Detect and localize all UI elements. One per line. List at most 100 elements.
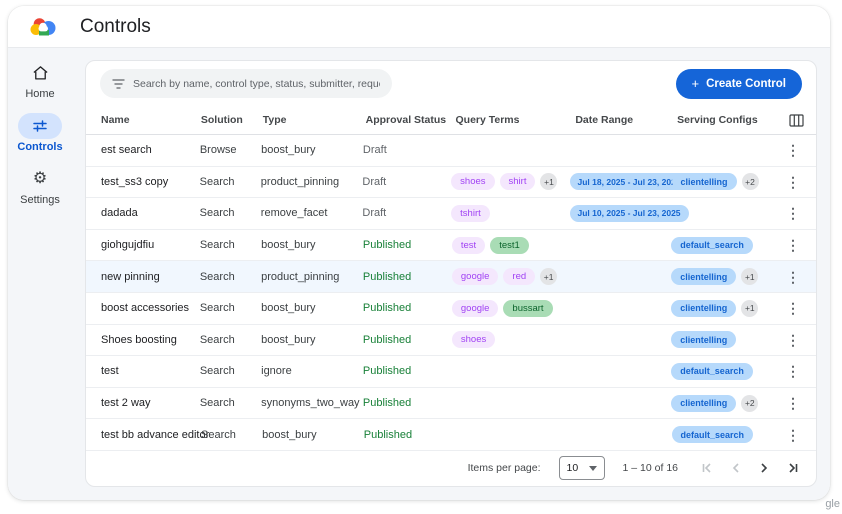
cell-solution: Search bbox=[199, 239, 235, 252]
row-menu-button[interactable]: ⋮ bbox=[786, 363, 800, 380]
search-pill[interactable] bbox=[100, 69, 392, 98]
controls-table-card: + Create Control Name Solution Type Appr… bbox=[85, 60, 817, 487]
date-range-chip: Jul 10, 2025 - Jul 23, 2025 bbox=[569, 204, 689, 222]
chip: default_search bbox=[671, 426, 754, 444]
chip: google bbox=[451, 268, 499, 286]
cell-query-terms: google red +1 bbox=[451, 268, 571, 286]
column-picker-button[interactable] bbox=[789, 113, 804, 127]
chip: shoes bbox=[451, 331, 496, 349]
gear-icon: ⚙ bbox=[32, 170, 48, 187]
cell-type: boost_bury bbox=[261, 239, 316, 252]
chip: +1 bbox=[741, 299, 759, 317]
chip: clientelling bbox=[671, 331, 737, 349]
cell-solution: Search bbox=[201, 428, 236, 441]
sidebar-item-settings[interactable]: ⚙ Settings bbox=[18, 166, 62, 207]
app-body: Home Controls ⚙ Settings bbox=[8, 48, 830, 500]
cell-approval-status: Published bbox=[362, 270, 412, 283]
chevron-right-icon bbox=[761, 463, 768, 474]
row-menu-button[interactable]: ⋮ bbox=[786, 426, 800, 443]
row-menu-button[interactable]: ⋮ bbox=[785, 173, 800, 190]
cell-name: test bbox=[101, 365, 119, 378]
cell-name: boost accessories bbox=[101, 302, 190, 315]
pagination-bar: Items per page: 10 1 – 10 of 16 bbox=[86, 451, 816, 486]
row-menu-button[interactable]: ⋮ bbox=[786, 395, 800, 412]
cell-approval-status: Published bbox=[362, 397, 412, 410]
cell-solution: Search bbox=[199, 175, 235, 188]
chip: shoes bbox=[451, 173, 495, 191]
filter-icon bbox=[112, 78, 125, 89]
create-control-label: Create Control bbox=[706, 77, 786, 90]
watermark-text: gle bbox=[825, 498, 840, 510]
header-solution: Solution bbox=[200, 114, 243, 126]
sidebar-item-label: Controls bbox=[17, 141, 63, 153]
header-type: Type bbox=[262, 114, 287, 126]
table-row[interactable]: test_ss3 copy Search product_pinning Dra… bbox=[86, 166, 816, 199]
first-page-button[interactable] bbox=[702, 463, 712, 474]
cell-solution: Search bbox=[199, 365, 235, 378]
table-row[interactable]: test 2 way Search synonyms_two_way Publi… bbox=[86, 387, 816, 420]
table-row[interactable]: Shoes boosting Search boost_bury Publish… bbox=[86, 324, 816, 357]
search-input[interactable] bbox=[133, 77, 380, 90]
previous-page-button[interactable] bbox=[732, 463, 740, 474]
cell-type: boost_bury bbox=[261, 144, 316, 157]
items-per-page-label: Items per page: bbox=[467, 462, 541, 475]
chip: clientelling bbox=[671, 173, 737, 191]
cell-name: test_ss3 copy bbox=[101, 175, 169, 188]
cell-date-range: Jul 10, 2025 - Jul 23, 2025 bbox=[569, 204, 689, 222]
cell-query-terms: google bussart bbox=[451, 299, 571, 317]
cell-query-terms: tshirt bbox=[451, 204, 569, 222]
table-row[interactable]: est search Browse boost_bury Draft ⋮ bbox=[86, 135, 816, 167]
header-serving-configs: Serving Configs bbox=[677, 114, 758, 126]
table-row[interactable]: test bb advance editor Search boost_bury… bbox=[86, 419, 816, 451]
table-row[interactable]: giohgujdfiu Search boost_bury Published … bbox=[86, 229, 816, 262]
cell-name: new pinning bbox=[101, 270, 160, 283]
cell-serving-configs: default_search bbox=[671, 236, 782, 254]
last-page-button[interactable] bbox=[788, 463, 798, 474]
cell-approval-status: Draft bbox=[362, 175, 387, 188]
cell-type: remove_facet bbox=[260, 207, 328, 220]
tune-icon bbox=[33, 120, 47, 132]
header-query-terms: Query Terms bbox=[455, 114, 520, 126]
chip: clientelling bbox=[671, 394, 737, 412]
table-row[interactable]: test Search ignore Published default_sea… bbox=[86, 356, 816, 388]
cell-approval-status: Draft bbox=[362, 144, 387, 157]
table-row[interactable]: new pinning Search product_pinning Publi… bbox=[86, 261, 816, 293]
cell-approval-status: Draft bbox=[362, 207, 387, 220]
row-menu-button[interactable]: ⋮ bbox=[785, 205, 800, 222]
table-row[interactable]: boost accessories Search boost_bury Publ… bbox=[86, 292, 816, 325]
cell-serving-configs: default_search bbox=[671, 362, 782, 380]
cell-approval-status: Published bbox=[362, 239, 412, 252]
chip: test bbox=[451, 236, 486, 254]
cell-solution: Search bbox=[199, 270, 235, 283]
create-control-button[interactable]: + Create Control bbox=[675, 68, 802, 99]
cell-type: boost_bury bbox=[261, 333, 316, 346]
cell-name: test 2 way bbox=[101, 397, 151, 410]
cell-approval-status: Published bbox=[363, 428, 413, 441]
cell-solution: Search bbox=[199, 302, 235, 315]
chip: clientelling bbox=[671, 268, 737, 286]
items-per-page-select[interactable]: 10 bbox=[558, 456, 605, 481]
row-menu-button[interactable]: ⋮ bbox=[786, 331, 800, 348]
view-columns-icon bbox=[789, 113, 804, 127]
next-page-button[interactable] bbox=[760, 463, 768, 474]
cell-query-terms: test test1 bbox=[451, 236, 571, 254]
cell-name: dadada bbox=[101, 207, 138, 220]
header-name: Name bbox=[101, 114, 130, 126]
google-cloud-logo-icon bbox=[30, 18, 56, 36]
row-menu-button[interactable]: ⋮ bbox=[786, 142, 800, 159]
cell-serving-configs: clientelling +2 bbox=[671, 394, 782, 412]
cell-name: Shoes boosting bbox=[101, 333, 177, 346]
chip: +2 bbox=[741, 394, 759, 412]
table-row[interactable]: dadada Search remove_facet Draft tshirt … bbox=[86, 198, 816, 230]
cell-serving-configs: clientelling bbox=[671, 331, 782, 349]
cell-query-terms: shoes bbox=[451, 331, 571, 349]
sidebar-item-controls[interactable]: Controls bbox=[17, 113, 63, 153]
row-menu-button[interactable]: ⋮ bbox=[786, 268, 800, 285]
cell-solution: Browse bbox=[199, 144, 237, 157]
row-menu-button[interactable]: ⋮ bbox=[786, 237, 800, 254]
row-menu-button[interactable]: ⋮ bbox=[786, 300, 800, 317]
home-icon bbox=[32, 66, 48, 80]
sidebar-item-home[interactable]: Home bbox=[18, 60, 62, 100]
main-content: + Create Control Name Solution Type Appr… bbox=[72, 48, 830, 500]
cell-type: boost_bury bbox=[261, 302, 316, 315]
